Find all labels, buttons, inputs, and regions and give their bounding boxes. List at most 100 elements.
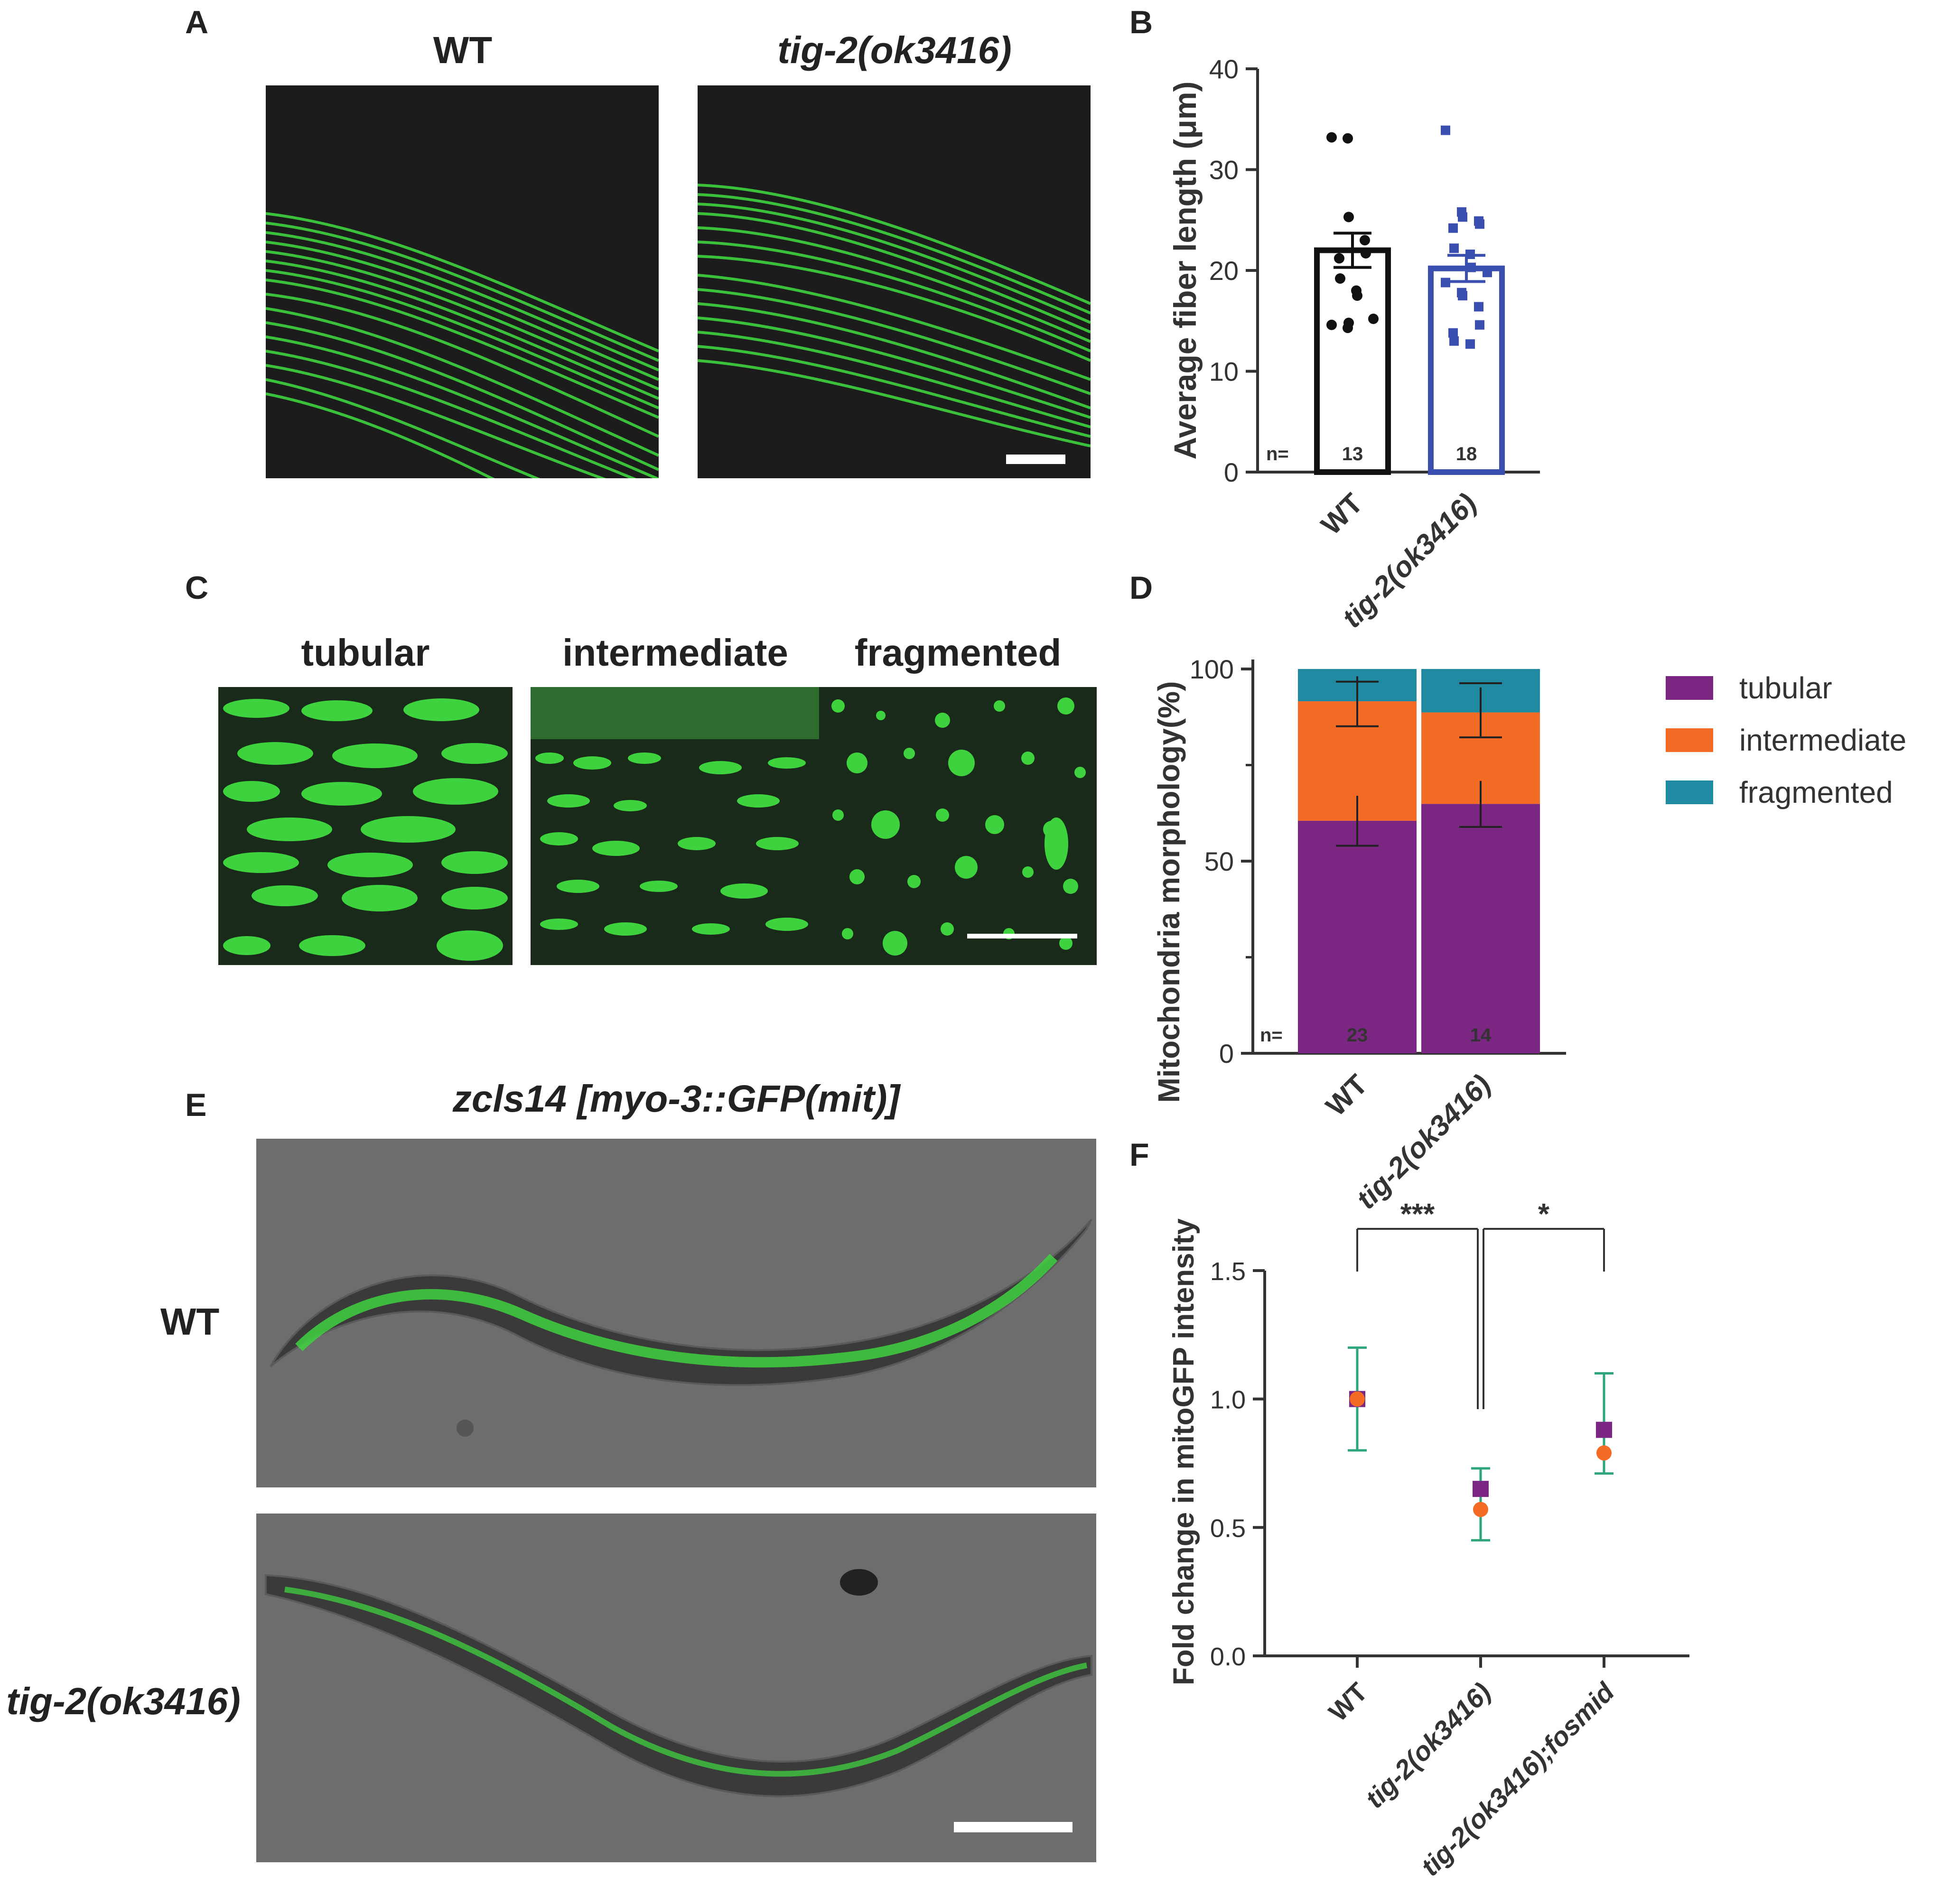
data-point <box>1474 302 1483 312</box>
y-tick-label: 20 <box>1209 256 1239 286</box>
scale-bar <box>954 1822 1073 1832</box>
significance-label: * <box>1538 1198 1550 1231</box>
data-point-square <box>1596 1421 1612 1438</box>
y-tick-label: 0 <box>1219 1039 1234 1068</box>
legend-swatch-fragmented <box>1666 780 1713 804</box>
micrograph-intermediate <box>531 687 820 965</box>
data-point <box>1449 243 1459 253</box>
data-point <box>1368 314 1379 324</box>
data-point <box>1441 125 1450 135</box>
data-point <box>1465 339 1475 349</box>
data-point <box>1441 278 1450 288</box>
data-point <box>1475 219 1484 229</box>
panel-c-label-intermediate: intermediate <box>562 632 788 674</box>
panel-letter-e: E <box>185 1087 207 1123</box>
legend-swatch-tubular <box>1666 676 1713 700</box>
data-point <box>1361 248 1371 259</box>
micrograph-worm-mutant <box>256 1514 1096 1862</box>
data-point <box>1334 253 1344 264</box>
panel-c-label-fragmented: fragmented <box>854 632 1062 674</box>
chart-b: Average fiber length (μm) 010203040WTtig… <box>1167 54 1540 634</box>
data-point-circle <box>1473 1502 1488 1517</box>
n-value: 13 <box>1342 444 1363 464</box>
panel-c-label-tubular: tubular <box>301 632 430 674</box>
data-point <box>1466 262 1476 272</box>
chart-b-marks: 13 18 n= <box>1266 125 1505 475</box>
x-tick-label: WT <box>1315 487 1369 541</box>
x-tick-label: WT <box>1323 1677 1373 1727</box>
data-point <box>1352 290 1362 301</box>
x-tick-label: WT <box>1320 1068 1373 1122</box>
micrograph-fragmented <box>819 687 1097 965</box>
y-tick-label: 0.0 <box>1210 1643 1246 1671</box>
chart-d-ylabel: Mitochondria morphology(%) <box>1152 681 1186 1103</box>
y-tick-label: 100 <box>1190 654 1234 684</box>
data-point <box>1448 328 1458 338</box>
data-point <box>1326 319 1337 330</box>
panel-letter-d: D <box>1129 570 1153 606</box>
y-tick-label: 1.0 <box>1210 1386 1246 1414</box>
y-tick-label: 0 <box>1224 457 1239 487</box>
n-value: 23 <box>1347 1025 1368 1046</box>
data-point <box>1326 132 1337 143</box>
data-point <box>1360 235 1370 246</box>
stacked-bar-tubular <box>1298 820 1417 1053</box>
data-point-square <box>1473 1481 1489 1497</box>
data-point <box>1465 250 1475 259</box>
micrograph-tubular <box>218 687 513 965</box>
micrograph-wt-fibers <box>266 85 659 478</box>
data-point <box>1475 320 1484 330</box>
data-point <box>1343 317 1354 328</box>
data-point <box>1343 212 1354 223</box>
y-tick-label: 50 <box>1204 846 1234 876</box>
chart-d-marks: 23 14 n= <box>1260 669 1540 1053</box>
chart-f-axes: 0.00.51.01.5WTtig-2(ok3416)tig-2(ok3416)… <box>1210 1257 1689 1882</box>
panel-a-label-mutant: tig-2(ok3416) <box>777 29 1012 71</box>
legend-label-fragmented: fragmented <box>1739 775 1893 809</box>
bar <box>1314 247 1391 475</box>
n-label: n= <box>1260 1025 1283 1046</box>
y-tick-label: 0.5 <box>1210 1514 1246 1542</box>
panel-letter-f: F <box>1129 1137 1149 1173</box>
data-point <box>1343 133 1353 144</box>
legend-swatch-intermediate <box>1666 728 1713 752</box>
n-value: 18 <box>1456 444 1477 464</box>
y-tick-label: 1.5 <box>1210 1257 1246 1286</box>
chart-b-ylabel: Average fiber length (μm) <box>1167 81 1203 459</box>
data-point <box>1449 336 1459 346</box>
panel-letter-b: B <box>1129 4 1153 40</box>
legend-label-tubular: tubular <box>1739 671 1832 705</box>
scale-bar <box>1006 455 1065 464</box>
scale-bar <box>967 934 1077 938</box>
micrograph-worm-wt <box>256 1139 1096 1487</box>
data-point <box>1483 268 1492 278</box>
chart-f: Fold change in mitoGFP intensity 0.0 0.5 1… <box>1167 1198 1689 1882</box>
data-point-circle <box>1596 1445 1612 1461</box>
data-point <box>1458 291 1467 301</box>
x-tick-label: tig-2(ok3416) <box>1360 1677 1497 1814</box>
stacked-bar-tubular <box>1421 804 1540 1053</box>
n-label: n= <box>1266 444 1289 464</box>
y-tick-label: 30 <box>1209 155 1239 185</box>
chart-d-legend: tubular intermediate fragmented <box>1666 671 1906 809</box>
data-point-circle <box>1350 1391 1365 1407</box>
micrograph-mutant-fibers <box>698 85 1091 478</box>
data-point <box>1448 223 1458 233</box>
chart-f-marks: *** * <box>1348 1198 1614 1542</box>
panel-e-label-wt: WT <box>160 1300 220 1343</box>
panel-e-title: zcls14 [myo-3::GFP(mit)] <box>452 1077 900 1120</box>
data-point <box>1458 212 1467 222</box>
significance-label: *** <box>1400 1198 1435 1231</box>
panel-letter-c: C <box>185 570 209 606</box>
panel-e-label-mutant: tig-2(ok3416) <box>6 1680 241 1722</box>
n-value: 14 <box>1470 1025 1492 1046</box>
legend-label-intermediate: intermediate <box>1739 723 1906 757</box>
y-tick-label: 10 <box>1209 357 1239 387</box>
panel-letter-a: A <box>185 4 209 40</box>
y-tick-label: 40 <box>1209 54 1239 84</box>
panel-a-label-wt: WT <box>433 29 493 71</box>
data-point <box>1335 273 1345 284</box>
chart-d: Mitochondria morphology(%) 050100WTtig-2… <box>1152 654 1906 1215</box>
chart-f-ylabel: Fold change in mitoGFP intensity <box>1167 1218 1200 1685</box>
